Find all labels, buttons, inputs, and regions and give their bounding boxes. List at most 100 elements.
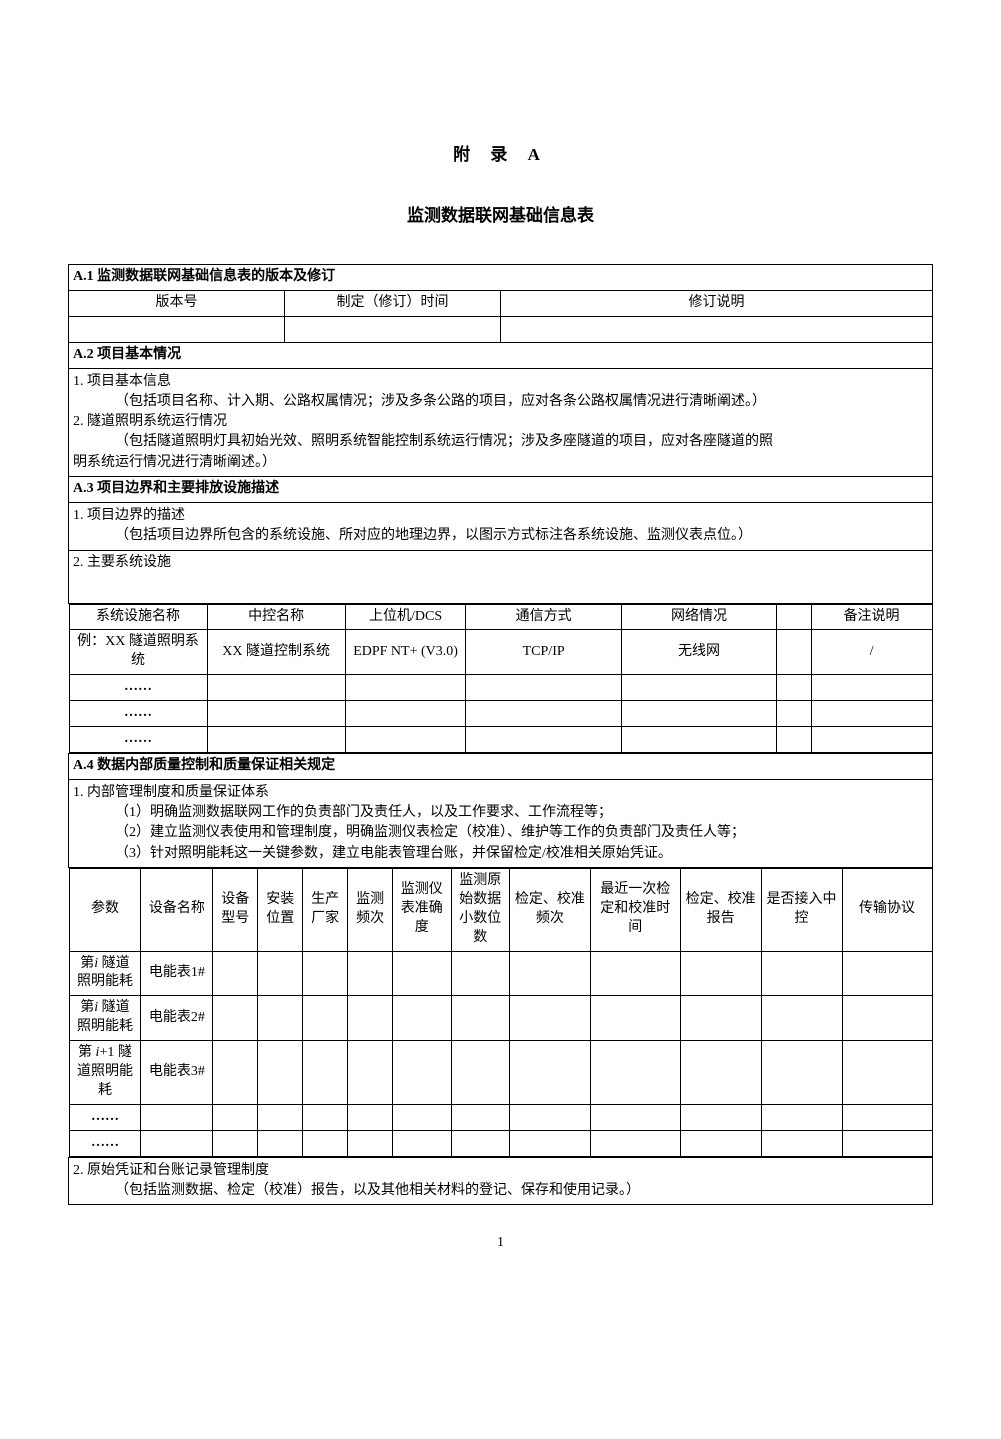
a2-header: A.2 项目基本情况 — [69, 342, 933, 368]
a3t-cell — [466, 675, 621, 701]
a4t-cell — [680, 996, 761, 1041]
a4t-cell — [761, 951, 842, 996]
a4t-cell — [842, 996, 932, 1041]
a4t-cell — [590, 1130, 680, 1156]
a1-cell — [285, 316, 501, 342]
a1-header: A.1 监测数据联网基础信息表的版本及修订 — [69, 265, 933, 291]
a4-item1: 1. 内部管理制度和质量保证体系 （1）明确监测数据联网工作的负责部门及责任人，… — [69, 779, 933, 867]
a4t-cell — [303, 1104, 348, 1130]
a4t-h5: 生产厂家 — [303, 868, 348, 951]
a3t-cell — [466, 701, 621, 727]
a4t-cell — [680, 1041, 761, 1105]
a3t-cell — [345, 675, 466, 701]
a2-item2-title: 2. 隧道照明系统运行情况 — [73, 414, 227, 429]
a4t-cell — [509, 1130, 590, 1156]
a3-facilities-table: 系统设施名称 中控名称 上位机/DCS 通信方式 网络情况 备注说明 例：XX … — [69, 604, 933, 753]
a4t-cell — [348, 1104, 393, 1130]
a4t-cell — [141, 1130, 213, 1156]
a1-col-version: 版本号 — [69, 290, 285, 316]
a4t-cell — [842, 1041, 932, 1105]
a4t-cell — [258, 1041, 303, 1105]
a4t-r2c2: 电能表2# — [141, 996, 213, 1041]
a3t-cell — [777, 701, 812, 727]
a4t-h8: 监测原始数据小数位数 — [451, 868, 509, 951]
a4t-cell — [393, 1104, 451, 1130]
a4t-h9: 检定、校准频次 — [509, 868, 590, 951]
a3t-r1c2: XX 隧道控制系统 — [207, 630, 345, 675]
a4t-h2: 设备名称 — [141, 868, 213, 951]
a4-line1: （1）明确监测数据联网工作的负责部门及责任人，以及工作要求、工作流程等； — [73, 803, 612, 823]
a4t-h3: 设备型号 — [213, 868, 258, 951]
a3-item1-title: 1. 项目边界的描述 — [73, 508, 185, 523]
a3t-cell — [207, 726, 345, 752]
a3t-spacer — [777, 604, 812, 630]
a4t-cell — [213, 951, 258, 996]
a3-item1-desc: （包括项目边界所包含的系统设施、所对应的地理边界，以图示方式标注各系统设施、监测… — [73, 526, 752, 546]
a4t-cell — [680, 951, 761, 996]
a4t-cell — [258, 1130, 303, 1156]
main-title: 监测数据联网基础信息表 — [68, 201, 933, 226]
a2-item2-desc-b: 明系统运行情况进行清晰阐述。） — [73, 455, 276, 470]
a4-params-table: 参数 设备名称 设备型号 安装位置 生产厂家 监测频次 监测仪表准确度 监测原始… — [69, 868, 933, 1157]
a4t-r2c1: 第i 隧道照明能耗 — [69, 996, 141, 1041]
a3t-cell — [207, 675, 345, 701]
a4t-cell — [213, 1041, 258, 1105]
a3t-cell — [207, 701, 345, 727]
a4t-cell — [303, 1130, 348, 1156]
a4t-cell — [141, 1104, 213, 1130]
a4-item2-desc: （包括监测数据、检定（校准）报告，以及其他相关材料的登记、保存和使用记录。） — [73, 1181, 640, 1201]
a4t-cell — [680, 1104, 761, 1130]
a4t-h7: 监测仪表准确度 — [393, 868, 451, 951]
a4t-r3c1: 第 i+1 隧道照明能耗 — [69, 1041, 141, 1105]
a4t-cell — [393, 1130, 451, 1156]
a3t-cell — [811, 701, 932, 727]
a3t-dots: …… — [69, 701, 207, 727]
a4t-dots: …… — [69, 1104, 141, 1130]
a2-body: 1. 项目基本信息 （包括项目名称、计入期、公路权属情况；涉及多条公路的项目，应… — [69, 368, 933, 476]
a3t-cell — [777, 726, 812, 752]
a3t-cell — [466, 726, 621, 752]
a4t-cell — [213, 1130, 258, 1156]
a4t-cell — [303, 1041, 348, 1105]
a3t-cell — [811, 726, 932, 752]
a4-line3: （3）针对照明能耗这一关键参数，建立电能表管理台账，并保留检定/校准相关原始凭证… — [73, 844, 672, 864]
a4t-cell — [393, 951, 451, 996]
a1-col-date: 制定（修订）时间 — [285, 290, 501, 316]
a3-header: A.3 项目边界和主要排放设施描述 — [69, 477, 933, 503]
a4t-cell — [842, 1104, 932, 1130]
a4t-cell — [590, 951, 680, 996]
a4t-cell — [348, 1041, 393, 1105]
a4-header: A.4 数据内部质量控制和质量保证相关规定 — [69, 753, 933, 779]
a2-item2-desc-a: （包括隧道照明灯具初始光效、照明系统智能控制系统运行情况；涉及多座隧道的项目，应… — [73, 432, 773, 452]
a3t-cell — [621, 701, 776, 727]
a3t-h1: 系统设施名称 — [69, 604, 207, 630]
a3-item2-title: 2. 主要系统设施 — [69, 550, 933, 603]
appendix-label: 附 录 A — [68, 140, 933, 165]
a4t-cell — [393, 996, 451, 1041]
a4t-cell — [680, 1130, 761, 1156]
a4t-h10: 最近一次检定和校准时间 — [590, 868, 680, 951]
a4t-cell — [509, 951, 590, 996]
a4t-cell — [509, 996, 590, 1041]
a4t-cell — [761, 996, 842, 1041]
a4t-cell — [451, 1041, 509, 1105]
a4t-cell — [842, 951, 932, 996]
a4t-cell — [761, 1041, 842, 1105]
a3t-h4: 通信方式 — [466, 604, 621, 630]
a3t-h5: 网络情况 — [621, 604, 776, 630]
a3t-cell — [345, 701, 466, 727]
a4t-cell — [842, 1130, 932, 1156]
a4t-cell — [348, 1130, 393, 1156]
a4t-cell — [258, 996, 303, 1041]
a3t-r1c6: / — [811, 630, 932, 675]
a3t-cell — [345, 726, 466, 752]
a3t-dots: …… — [69, 675, 207, 701]
a4t-r3c2: 电能表3# — [141, 1041, 213, 1105]
a4t-h12: 是否接入中控 — [761, 868, 842, 951]
a3t-dots: …… — [69, 726, 207, 752]
a4t-h13: 传输协议 — [842, 868, 932, 951]
a4t-cell — [451, 996, 509, 1041]
a4t-cell — [509, 1041, 590, 1105]
a3t-cell — [777, 675, 812, 701]
a2-item1-desc: （包括项目名称、计入期、公路权属情况；涉及多条公路的项目，应对各条公路权属情况进… — [73, 392, 766, 412]
